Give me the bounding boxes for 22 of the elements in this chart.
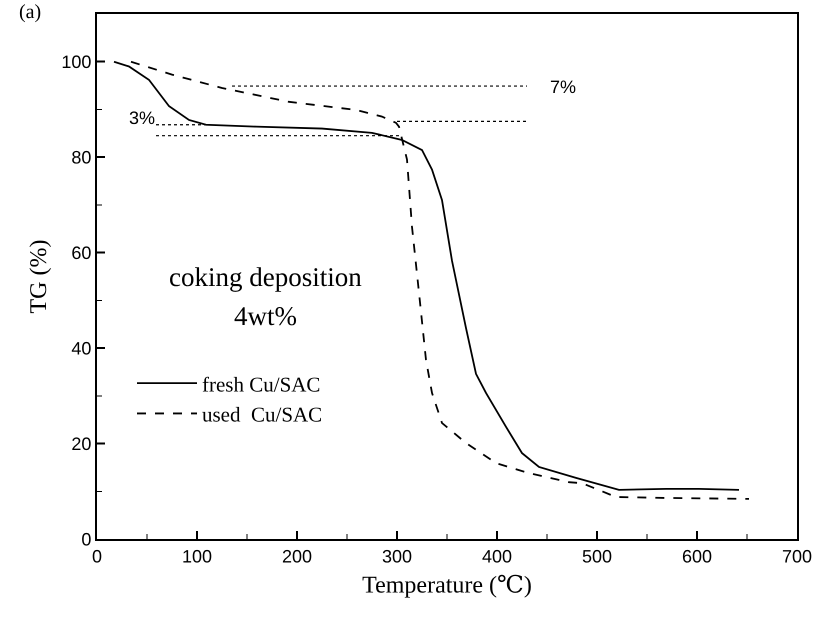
annotation: 7% bbox=[550, 77, 576, 97]
x-tick-label: 600 bbox=[682, 546, 712, 567]
annotation: 4wt% bbox=[234, 301, 297, 331]
x-tick-label: 700 bbox=[782, 546, 812, 567]
x-tick-label: 500 bbox=[582, 546, 612, 567]
annotation: 3% bbox=[129, 108, 156, 128]
text: (a) bbox=[19, 1, 42, 23]
x-tick-label: 300 bbox=[382, 546, 412, 567]
y-tick-label: 80 bbox=[71, 147, 92, 168]
y-tick-label: 20 bbox=[71, 434, 92, 454]
annotation: coking deposition bbox=[169, 262, 362, 292]
y-axis-title: TG (%) bbox=[26, 240, 52, 314]
x-axis-title: Temperature (℃) bbox=[362, 572, 532, 598]
legend-label: used Cu/SAC bbox=[202, 402, 322, 427]
y-tick-label: 60 bbox=[71, 242, 92, 263]
x-tick-label: 200 bbox=[282, 546, 312, 567]
y-tick-label: 0 bbox=[81, 529, 92, 550]
x-tick-label: 100 bbox=[182, 546, 212, 567]
y-tick-label: 40 bbox=[71, 338, 92, 358]
legend-label: fresh Cu/SAC bbox=[202, 372, 320, 396]
x-tick-label: 400 bbox=[482, 546, 512, 567]
y-tick-label: 100 bbox=[61, 52, 92, 72]
